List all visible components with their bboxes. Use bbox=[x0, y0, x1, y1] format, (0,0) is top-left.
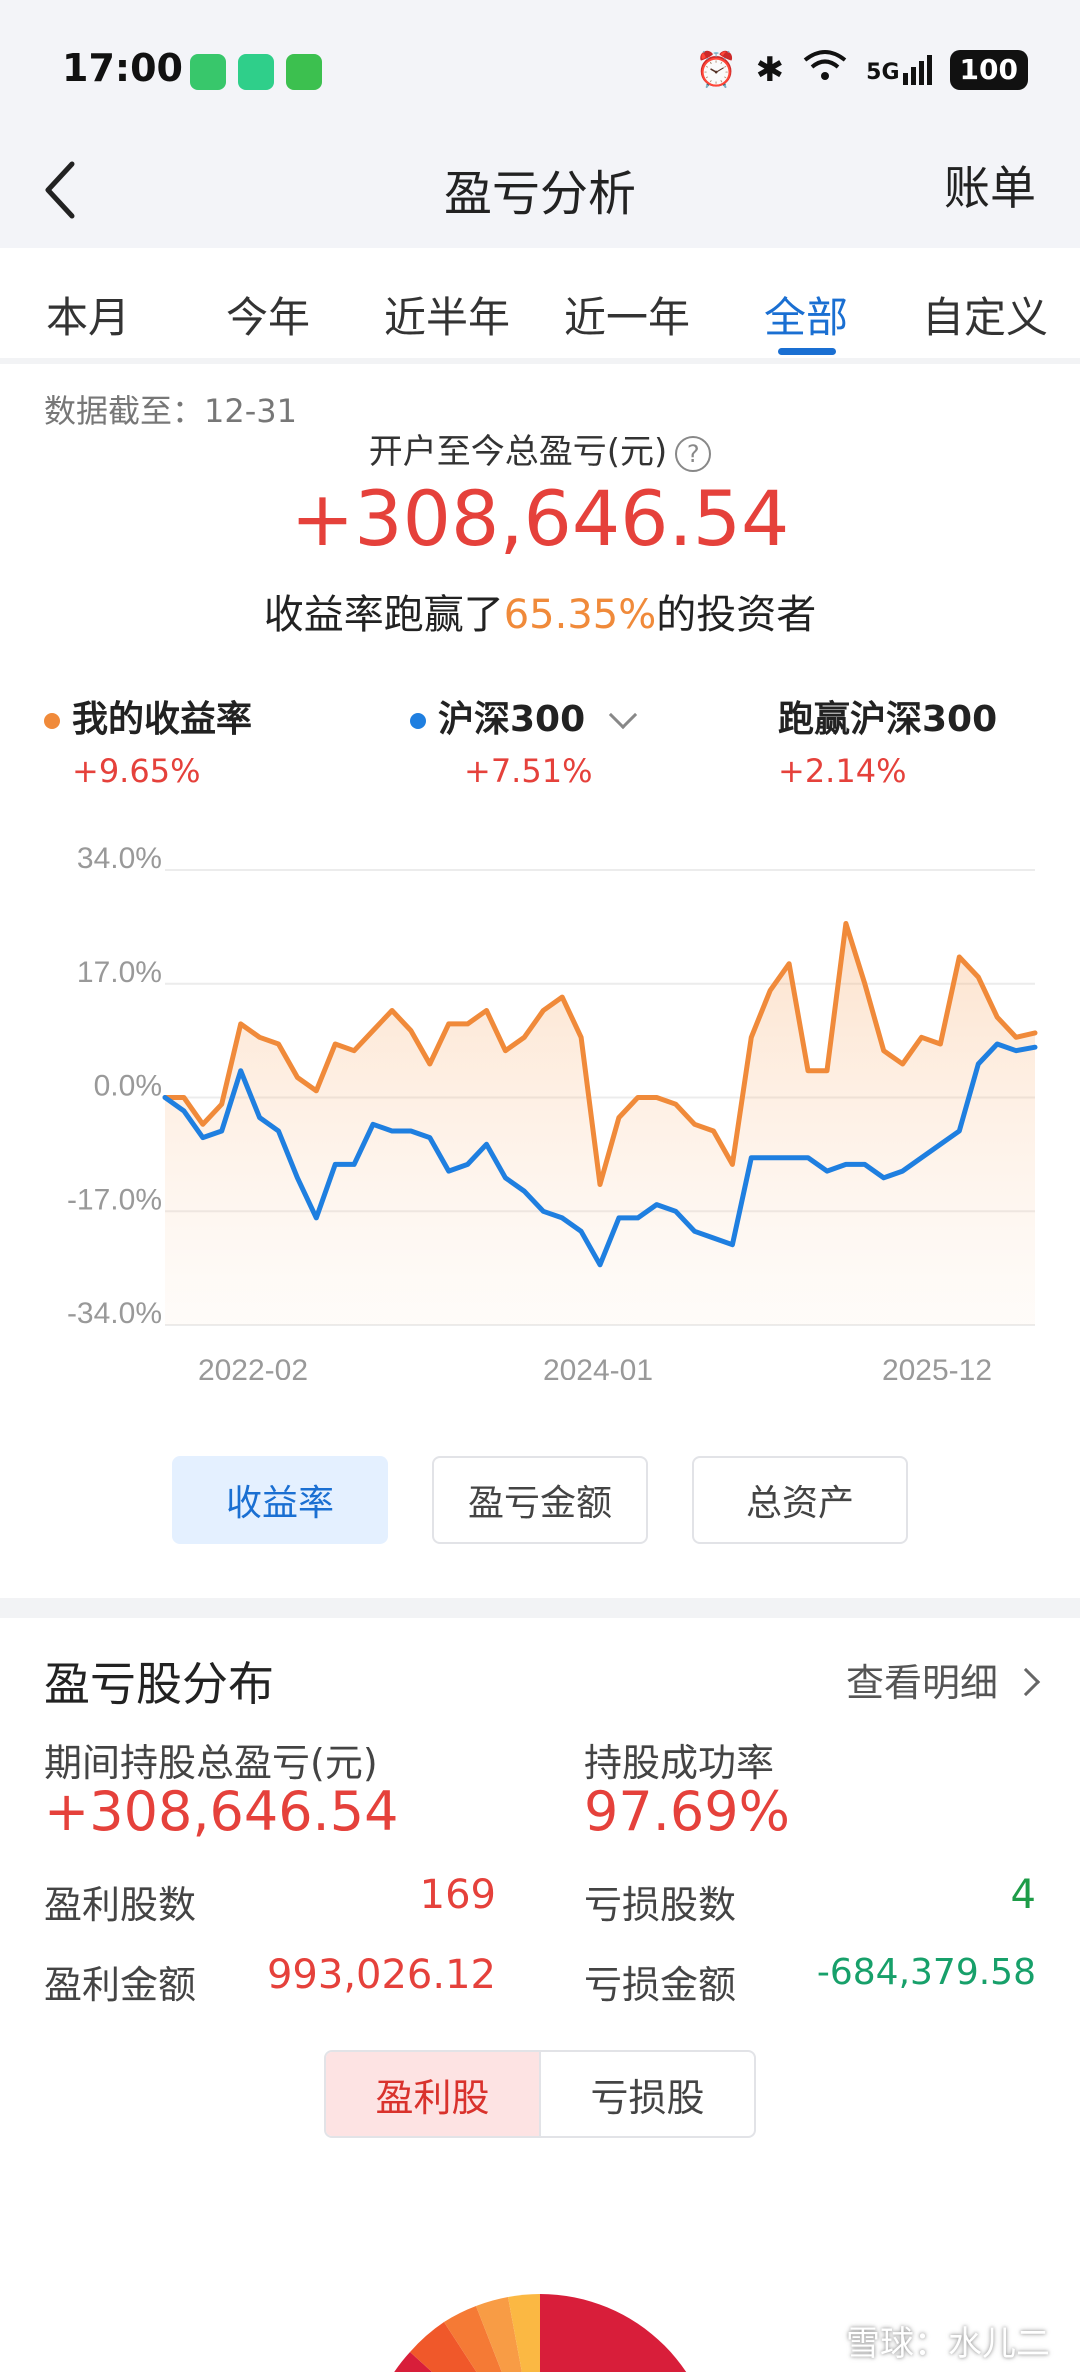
page-title: 盈亏分析 bbox=[443, 166, 636, 222]
battery-indicator: 100 bbox=[949, 49, 1028, 90]
back-button[interactable] bbox=[36, 148, 86, 232]
tab-one-year[interactable]: 近一年 bbox=[564, 293, 691, 342]
tab-custom[interactable]: 自定义 bbox=[922, 293, 1049, 342]
total-assets-button[interactable]: 总资产 bbox=[692, 1456, 908, 1544]
status-bar: 17:00 ⏰ ✱ 5G 100 bbox=[0, 0, 1080, 140]
y-tick-label: -17.0% bbox=[67, 1183, 162, 1216]
legend-dot-blue bbox=[410, 713, 426, 729]
profit-count-value: 169 bbox=[419, 1872, 496, 1918]
help-icon[interactable]: ? bbox=[675, 435, 712, 472]
success-rate-label: 持股成功率 bbox=[584, 1741, 775, 1785]
pie-slice-orange-1 bbox=[410, 2322, 477, 2372]
alarm-icon: ⏰ bbox=[695, 49, 738, 90]
tab-all[interactable]: 全部 bbox=[764, 293, 849, 342]
success-rate-value: 97.69% bbox=[584, 1780, 790, 1843]
chevron-right-icon bbox=[1011, 1667, 1041, 1697]
profit-count-label: 盈利股数 bbox=[44, 1883, 197, 1927]
tab-half-year[interactable]: 近半年 bbox=[384, 293, 511, 342]
total-pnl-label: 开户至今总盈亏(元) bbox=[368, 432, 668, 472]
nav-bar: 盈亏分析 账单 bbox=[0, 140, 1080, 248]
status-indicators: ⏰ ✱ 5G 100 bbox=[695, 48, 1028, 91]
pnl-amount-button[interactable]: 盈亏金额 bbox=[432, 1456, 648, 1544]
legend-excess: 跑赢沪深300 bbox=[778, 690, 997, 742]
return-rate-button[interactable]: 收益率 bbox=[172, 1456, 388, 1544]
y-tick-label: 0.0% bbox=[94, 1070, 162, 1103]
view-details-label: 查看明细 bbox=[845, 1661, 998, 1705]
legend-index-value: +7.51% bbox=[464, 752, 593, 790]
tab-this-month[interactable]: 本月 bbox=[46, 293, 131, 342]
cellular-signal-icon: 5G bbox=[866, 54, 932, 85]
period-pnl-label: 期间持股总盈亏(元) bbox=[44, 1741, 378, 1785]
loss-count-label: 亏损股数 bbox=[584, 1883, 737, 1927]
total-pnl-value: +308,646.54 bbox=[290, 474, 790, 563]
calculator-app-icon bbox=[190, 54, 226, 90]
data-as-of: 数据截至：12-31 bbox=[44, 392, 297, 430]
legend-dot-orange bbox=[44, 713, 60, 729]
x-tick-label: 2025-12 bbox=[882, 1354, 992, 1380]
return-line-chart: 34.0% 17.0% 0.0% -17.0% -34.0% 2022-02 2024-01… bbox=[67, 842, 1038, 1380]
section-title: 盈亏股分布 bbox=[44, 1657, 274, 1711]
chart-mode-buttons: 收益率 盈亏金额 总资产 bbox=[172, 1456, 908, 1544]
y-tick-label: -34.0% bbox=[67, 1297, 162, 1330]
section-divider bbox=[0, 1598, 1080, 1618]
my-return-line bbox=[162, 921, 1038, 1187]
chevron-left-icon bbox=[45, 161, 75, 219]
beat-prefix: 收益率跑赢了 bbox=[263, 592, 504, 638]
profit-amount-value: 993,026.12 bbox=[266, 1952, 496, 1998]
loss-amount-value: -684,379.58 bbox=[816, 1952, 1036, 1993]
beat-investors-line: 收益率跑赢了65.35%的投资者 bbox=[0, 582, 1080, 640]
battery-app-icon bbox=[238, 54, 274, 90]
pie-slice-main-left bbox=[394, 2352, 433, 2372]
pie-slice-orange-2 bbox=[444, 2306, 502, 2372]
x-tick-label: 2022-02 bbox=[198, 1354, 308, 1380]
x-tick-label: 2024-01 bbox=[543, 1354, 653, 1380]
pie-slice-yellow bbox=[508, 2294, 540, 2372]
index-line bbox=[162, 1041, 1038, 1268]
beat-suffix: 的投资者 bbox=[656, 592, 817, 638]
bill-button[interactable]: 账单 bbox=[944, 161, 1036, 215]
legend-excess-label: 跑赢沪深300 bbox=[778, 699, 998, 740]
message-app-icon bbox=[286, 54, 322, 90]
distribution-pie-chart bbox=[394, 2294, 687, 2372]
bluetooth-icon: ✱ bbox=[755, 49, 785, 90]
profit-stocks-tab[interactable]: 盈利股 bbox=[326, 2052, 539, 2136]
profit-amount-label: 盈利金额 bbox=[44, 1963, 197, 2007]
legend-my-return-label: 我的收益率 bbox=[72, 699, 253, 740]
watermark: 雪球：水儿二 bbox=[846, 2324, 1050, 2364]
view-details-link[interactable]: 查看明细 bbox=[845, 1652, 1041, 1707]
profit-loss-toggle: 盈利股 亏损股 bbox=[324, 2050, 756, 2138]
period-tabs: 本月 今年 近半年 近一年 全部 自定义 bbox=[0, 248, 1080, 364]
legend-my-return-value: +9.65% bbox=[72, 752, 201, 790]
pie-slice-orange-3 bbox=[476, 2297, 522, 2372]
loss-count-value: 4 bbox=[1010, 1872, 1036, 1918]
legend-my-return: 我的收益率 bbox=[44, 690, 252, 742]
y-tick-label: 17.0% bbox=[77, 956, 162, 989]
chevron-down-icon[interactable] bbox=[609, 700, 638, 730]
status-time: 17:00 bbox=[62, 46, 183, 90]
y-tick-label: 34.0% bbox=[77, 842, 162, 875]
legend-index[interactable]: 沪深300 bbox=[410, 690, 638, 742]
legend-excess-value: +2.14% bbox=[778, 752, 907, 790]
loss-amount-label: 亏损金额 bbox=[584, 1963, 737, 2007]
beat-percentage: 65.35% bbox=[503, 592, 657, 638]
legend-index-label: 沪深300 bbox=[438, 699, 586, 740]
wifi-icon bbox=[802, 48, 848, 91]
loss-stocks-tab[interactable]: 亏损股 bbox=[539, 2052, 754, 2136]
tab-this-year[interactable]: 今年 bbox=[226, 293, 311, 342]
period-pnl-value: +308,646.54 bbox=[44, 1780, 399, 1843]
total-pnl-label-row: 开户至今总盈亏(元)? bbox=[0, 424, 1080, 473]
pie-slice-main bbox=[540, 2294, 687, 2372]
active-tab-indicator bbox=[778, 348, 836, 355]
